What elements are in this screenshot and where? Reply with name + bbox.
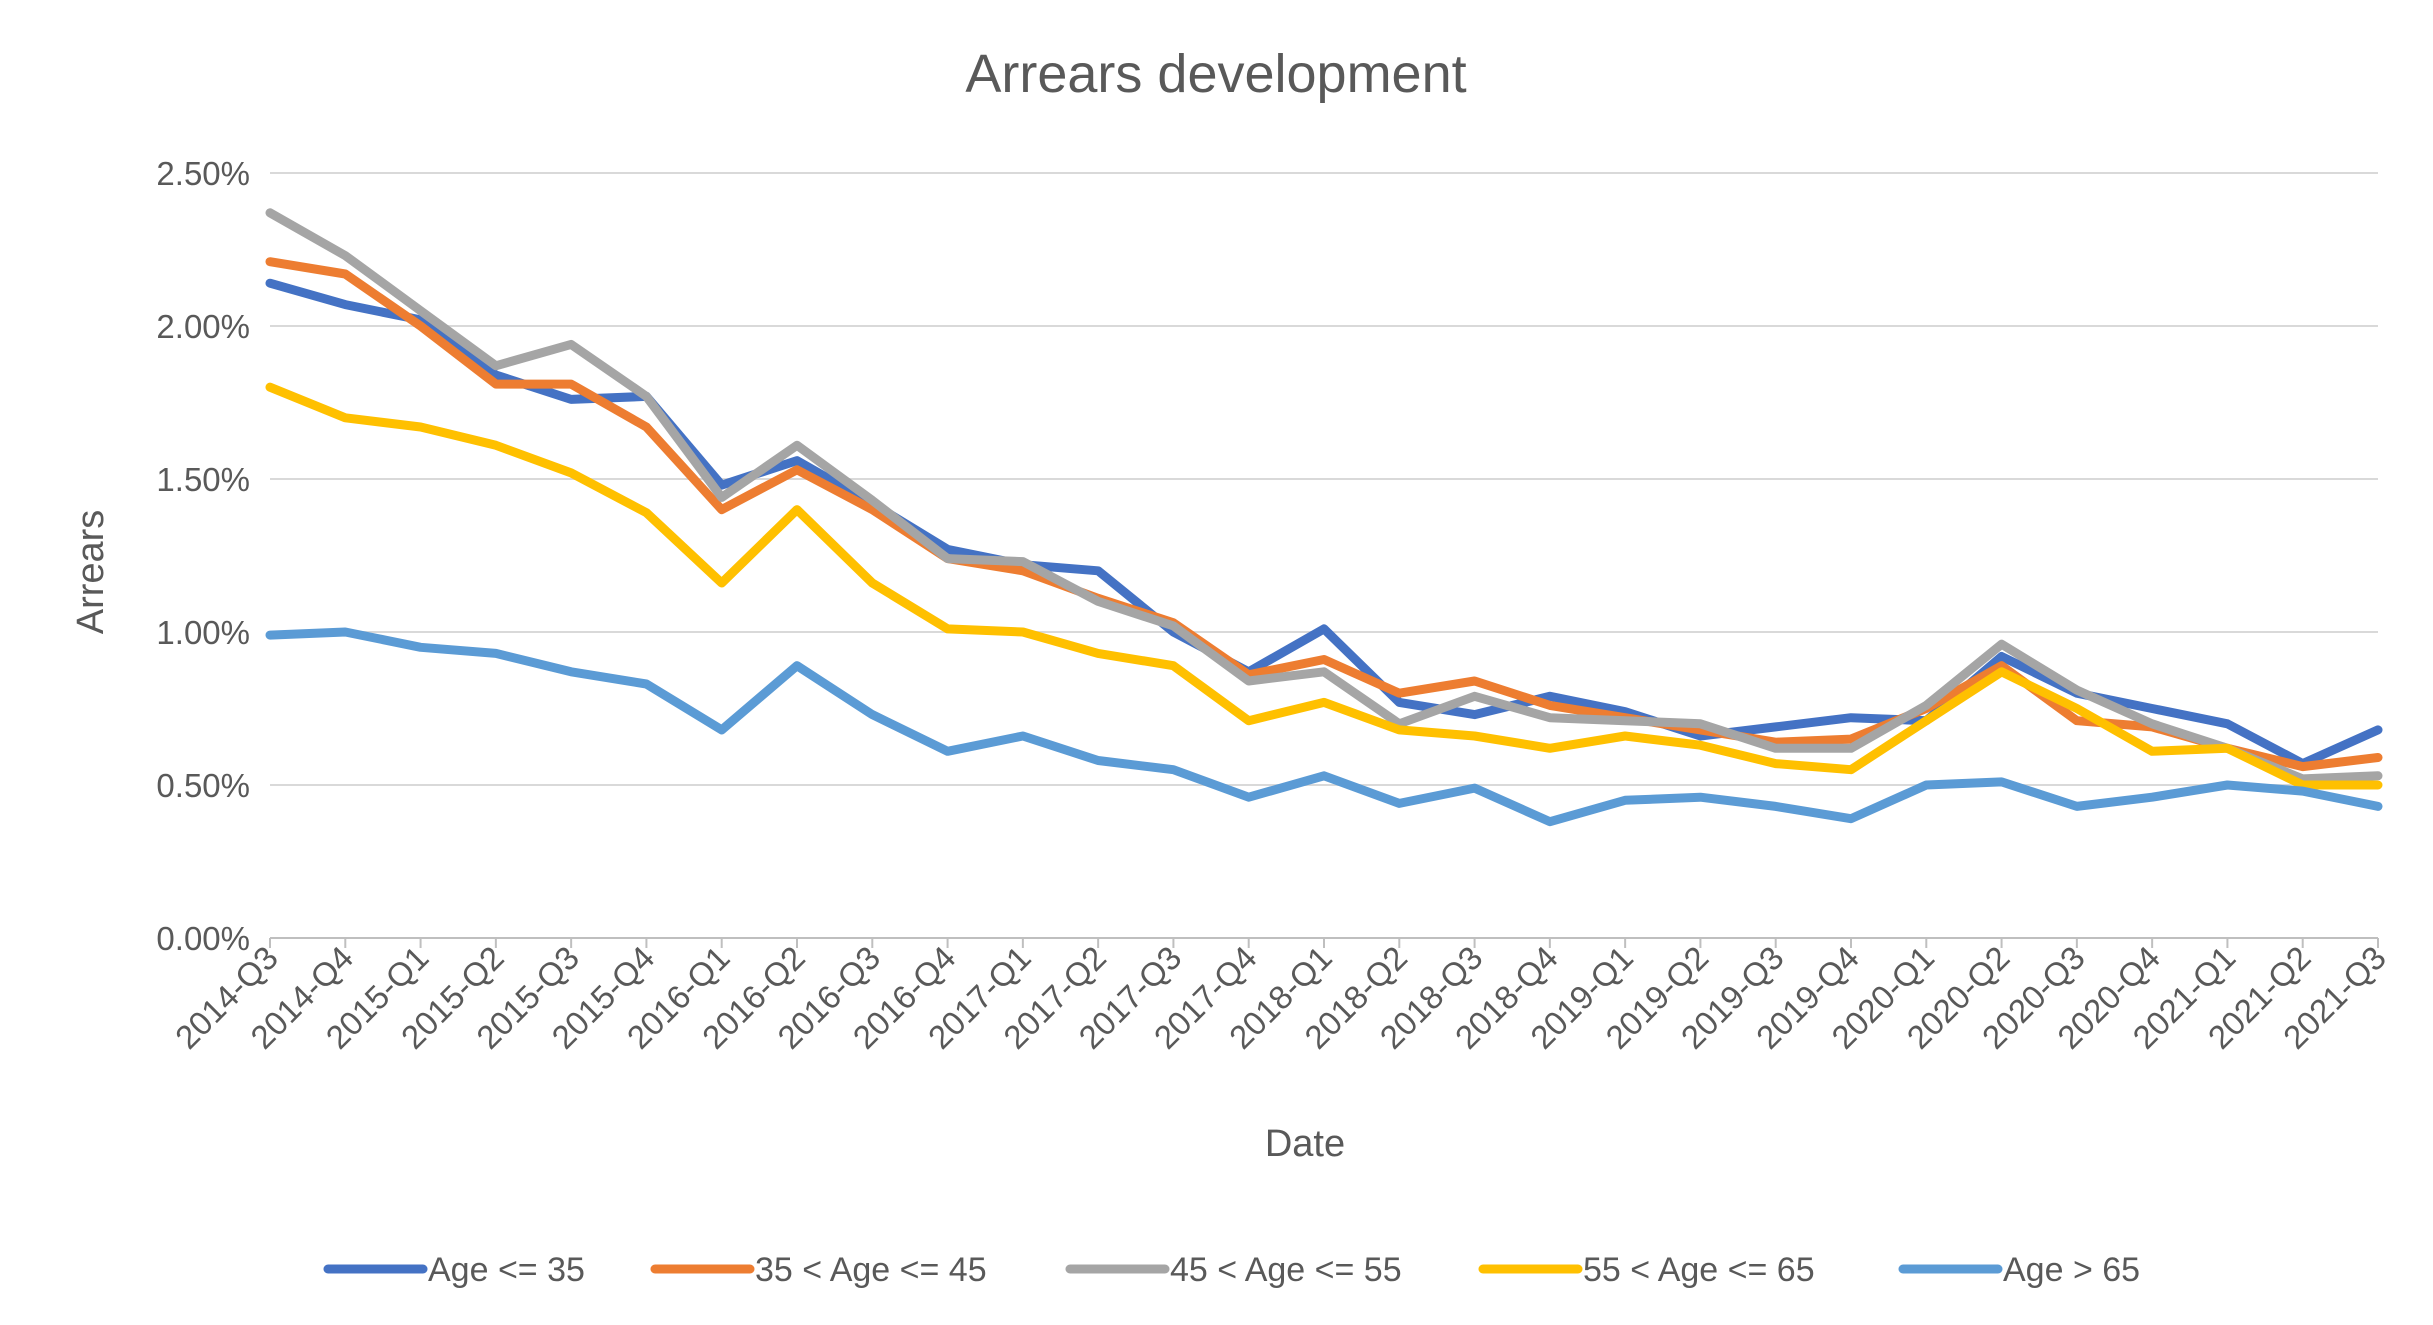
y-tick-label: 0.50% [156, 767, 250, 804]
x-axis-title: Date [1265, 1123, 1345, 1165]
y-axis-title: Arrears [70, 510, 112, 635]
y-tick-label: 0.00% [156, 920, 250, 957]
legend: Age <= 35 35 < Age <= 45 45 < Age <= 55 55 … [323, 1251, 2140, 1289]
series-line-2 [265, 257, 2383, 772]
y-tick-label: 1.00% [156, 614, 250, 651]
series-line-3 [265, 208, 2383, 784]
series-line-1 [265, 278, 2383, 769]
y-tick-label: 2.50% [156, 155, 250, 192]
chart-title: Arrears development [965, 44, 1466, 104]
legend-label: Age <= 35 [428, 1251, 585, 1289]
y-tick-label: 2.00% [156, 308, 250, 345]
y-tick-label: 1.50% [156, 461, 250, 498]
legend-label: 45 < Age <= 55 [1170, 1251, 1402, 1289]
series-lines [265, 208, 2383, 827]
series-line-5 [265, 627, 2383, 827]
legend-label: Age > 65 [2003, 1251, 2140, 1289]
legend-label: 55 < Age <= 65 [1583, 1251, 1815, 1289]
series-line-4 [265, 382, 2383, 790]
legend-label: 35 < Age <= 45 [755, 1251, 987, 1289]
axes: 0.00%0.50%1.00%1.50%2.00%2.50%2014-Q3201… [156, 155, 2393, 1056]
gridlines [270, 172, 2378, 786]
